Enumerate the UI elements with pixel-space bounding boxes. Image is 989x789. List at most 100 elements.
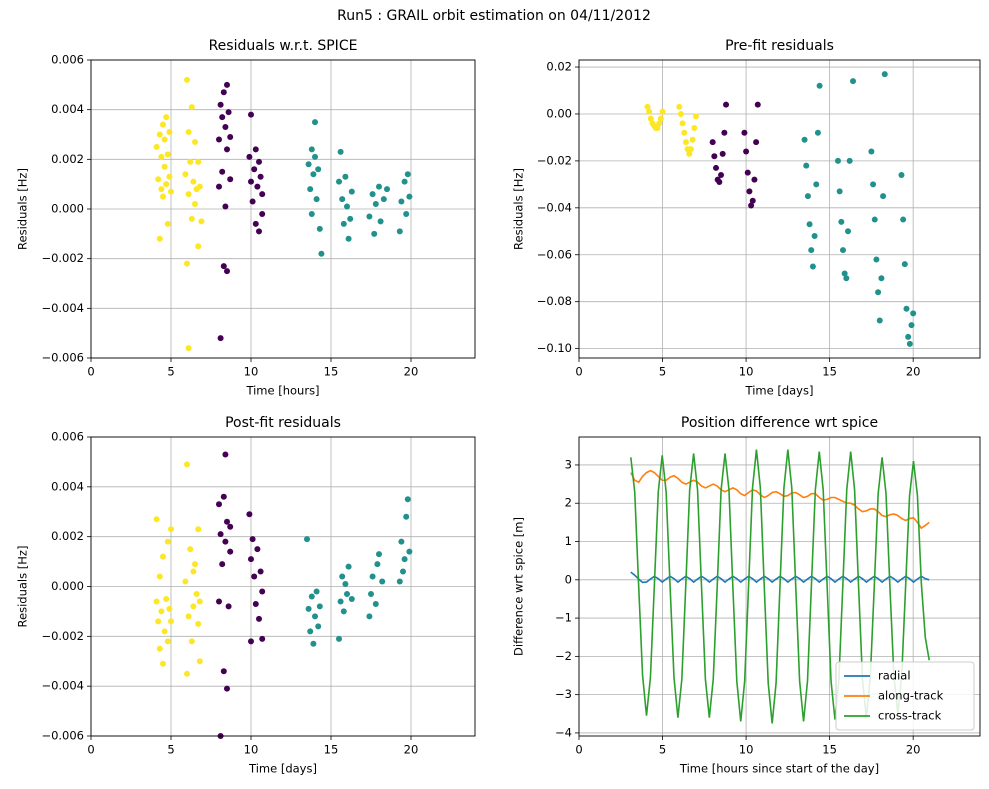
scatter-point bbox=[342, 581, 349, 588]
y-tick-label: −0.006 bbox=[41, 351, 84, 365]
scatter-point bbox=[166, 605, 173, 612]
scatter-point bbox=[312, 153, 318, 160]
x-axis-label: Time [hours since start of the day] bbox=[679, 762, 879, 776]
scatter-point bbox=[318, 250, 325, 257]
scatter-point bbox=[310, 640, 317, 647]
y-tick-label: −0.002 bbox=[41, 629, 84, 643]
scatter-point bbox=[713, 164, 720, 171]
x-tick-label: 10 bbox=[739, 743, 754, 757]
y-tick-label: 0.002 bbox=[51, 529, 84, 543]
x-tick-label: 0 bbox=[87, 365, 94, 379]
subplot-title: Residuals w.r.t. SPICE bbox=[209, 38, 358, 54]
scatter-point bbox=[187, 158, 194, 165]
scatter-point bbox=[185, 129, 192, 136]
scatter-point bbox=[308, 146, 315, 153]
scatter-point bbox=[222, 451, 229, 458]
scatter-point bbox=[257, 568, 264, 575]
scatter-point bbox=[198, 218, 205, 225]
scatter-point bbox=[184, 260, 190, 267]
scatter-point bbox=[163, 114, 170, 121]
scatter-point bbox=[656, 120, 663, 127]
scatter-point bbox=[156, 645, 163, 652]
scatter-point bbox=[816, 82, 823, 89]
scatter-point bbox=[184, 76, 190, 83]
y-tick-label: 0.002 bbox=[51, 152, 84, 166]
scatter-point bbox=[743, 148, 750, 155]
scatter-point bbox=[654, 125, 661, 132]
scatter-point bbox=[153, 143, 160, 150]
scatter-point bbox=[225, 109, 232, 116]
scatter-point bbox=[166, 173, 173, 180]
scatter-point bbox=[687, 146, 694, 153]
scatter-point bbox=[369, 191, 376, 198]
scatter-point bbox=[252, 600, 259, 607]
scatter-point bbox=[227, 176, 234, 183]
scatter-point bbox=[372, 201, 379, 208]
scatter-point bbox=[308, 210, 315, 217]
scatter-point bbox=[254, 183, 261, 190]
scatter-point bbox=[224, 518, 230, 525]
scatter-point bbox=[168, 526, 174, 533]
scatter-point bbox=[741, 129, 748, 136]
scatter-point bbox=[316, 603, 323, 610]
scatter-point bbox=[339, 573, 346, 580]
scatter-point bbox=[168, 188, 174, 195]
scatter-point bbox=[316, 225, 323, 232]
scatter-point bbox=[340, 220, 347, 227]
scatter-point bbox=[217, 101, 224, 108]
scatter-point bbox=[185, 345, 192, 352]
scatter-point bbox=[156, 573, 163, 580]
scatter-point bbox=[192, 561, 198, 568]
y-tick-label: −4 bbox=[555, 725, 572, 739]
scatter-point bbox=[315, 166, 322, 173]
scatter-point bbox=[161, 628, 168, 635]
scatter-point bbox=[158, 608, 165, 615]
scatter-point bbox=[153, 516, 160, 523]
scatter-point bbox=[345, 235, 352, 242]
scatter-point bbox=[166, 129, 173, 136]
scatter-point bbox=[646, 108, 653, 115]
scatter-point bbox=[836, 188, 843, 195]
scatter-point bbox=[718, 171, 725, 178]
scatter-point bbox=[691, 125, 698, 132]
scatter-point bbox=[256, 158, 262, 165]
scatter-point bbox=[307, 186, 314, 193]
scatter-point bbox=[185, 613, 192, 620]
scatter-point bbox=[160, 193, 166, 200]
x-tick-label: 5 bbox=[167, 365, 174, 379]
scatter-point bbox=[248, 178, 254, 185]
legend-label: cross-track bbox=[878, 709, 942, 723]
scatter-point bbox=[222, 203, 229, 210]
scatter-point bbox=[193, 590, 200, 597]
y-tick-label: −2 bbox=[555, 649, 572, 663]
scatter-point bbox=[156, 235, 163, 242]
scatter-point bbox=[404, 496, 411, 503]
subplot: Position difference wrt spice Time [hours… bbox=[512, 415, 981, 776]
scatter-point bbox=[376, 183, 382, 190]
legend-label: radial bbox=[878, 669, 911, 683]
scatter-point bbox=[337, 148, 344, 155]
axes-frame bbox=[90, 436, 476, 737]
scatter-point bbox=[185, 191, 192, 198]
scatter-point bbox=[721, 129, 728, 136]
scatter-point bbox=[682, 139, 689, 146]
subplot-title: Post-fit residuals bbox=[225, 415, 341, 431]
scatter-point bbox=[256, 615, 262, 622]
y-tick-label: 0.00 bbox=[546, 106, 572, 120]
scatter-point bbox=[873, 256, 880, 263]
scatter-point bbox=[259, 635, 266, 642]
scatter-point bbox=[184, 461, 190, 468]
scatter-point bbox=[248, 638, 254, 645]
scatter-point bbox=[254, 546, 261, 553]
scatter-point bbox=[196, 598, 203, 605]
scatter-point bbox=[845, 228, 852, 235]
scatter-point bbox=[406, 548, 413, 555]
scatter-point bbox=[227, 133, 234, 140]
x-tick-label: 15 bbox=[822, 743, 837, 757]
scatter-point bbox=[336, 635, 342, 642]
y-axis-label: Difference wrt spice [m] bbox=[512, 517, 526, 656]
figure-title: Run5 : GRAIL orbit estimation on 04/11/2… bbox=[337, 8, 651, 24]
scatter-point bbox=[246, 153, 253, 160]
scatter-point bbox=[224, 146, 230, 153]
x-axis-label: Time [hours] bbox=[245, 384, 319, 398]
